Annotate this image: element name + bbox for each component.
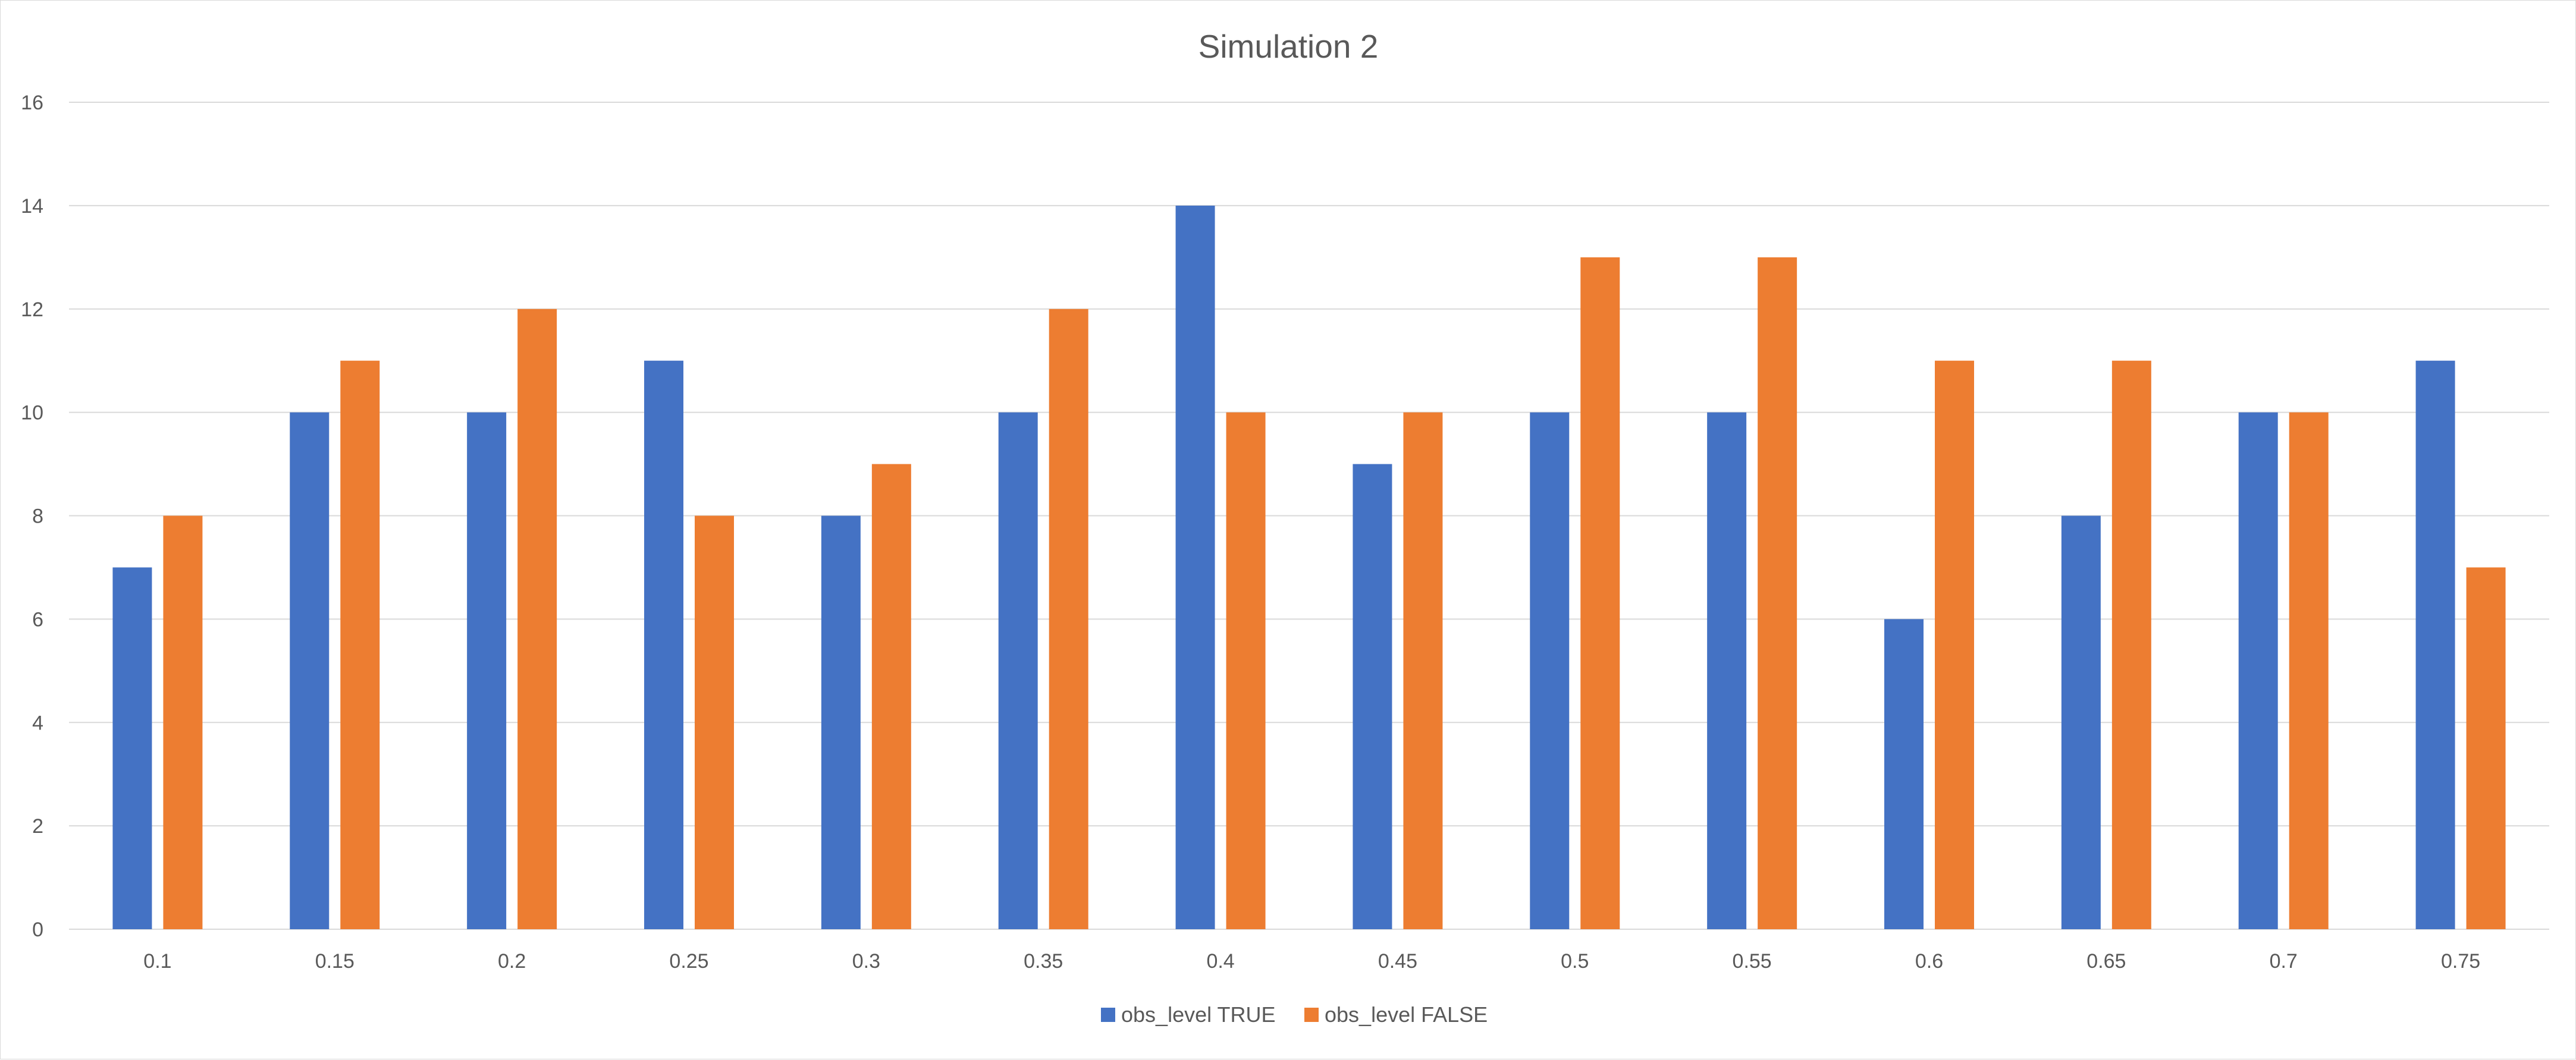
bar-series-1 bbox=[2415, 360, 2455, 929]
bar-series-1 bbox=[998, 412, 1038, 929]
x-tick-label: 0.7 bbox=[2270, 950, 2298, 973]
bar-series-1 bbox=[1530, 412, 1570, 929]
bar-series-1 bbox=[1353, 464, 1392, 929]
bar-series-2 bbox=[1580, 257, 1620, 929]
bar-series-2 bbox=[163, 515, 203, 929]
bar-series-2 bbox=[871, 464, 911, 929]
x-tick-label: 0.65 bbox=[2086, 950, 2126, 973]
bar-series-1 bbox=[2238, 412, 2278, 929]
y-tick-label: 6 bbox=[32, 608, 43, 631]
bar-series-2 bbox=[1758, 257, 1797, 929]
bar-series-1 bbox=[2061, 515, 2101, 929]
x-tick-label: 0.45 bbox=[1378, 950, 1417, 973]
bar-series-2 bbox=[2289, 412, 2329, 929]
legend-label: obs_level TRUE bbox=[1121, 1002, 1275, 1027]
y-tick-label: 2 bbox=[32, 815, 43, 838]
bar-series-2 bbox=[1935, 360, 1974, 929]
x-tick-label: 0.35 bbox=[1024, 950, 1063, 973]
y-tick-label: 14 bbox=[21, 195, 43, 218]
y-tick-label: 10 bbox=[21, 402, 43, 424]
bar-series-1 bbox=[1707, 412, 1747, 929]
bar-series-2 bbox=[1049, 309, 1088, 929]
legend: obs_level TRUE obs_level FALSE bbox=[1101, 1002, 1488, 1027]
x-tick-label: 0.25 bbox=[669, 950, 708, 973]
bar-series-1 bbox=[1884, 619, 1924, 929]
bar-series-1 bbox=[821, 515, 861, 929]
y-axis-tick-labels: 0 2 4 6 8 10 12 14 16 bbox=[21, 92, 43, 941]
x-tick-label: 0.15 bbox=[315, 950, 354, 973]
x-tick-label: 0.4 bbox=[1206, 950, 1234, 973]
y-tick-label: 4 bbox=[32, 712, 43, 734]
x-axis-tick-labels: 0.1 0.15 0.2 0.25 0.3 0.35 0.4 0.45 0.5 0.55 0.6 0.… bbox=[143, 950, 2480, 973]
bar-series-2 bbox=[2111, 360, 2151, 929]
x-tick-label: 0.1 bbox=[143, 950, 171, 973]
bar-series-2 bbox=[517, 309, 557, 929]
chart-title: Simulation 2 bbox=[1198, 28, 1379, 65]
x-tick-label: 0.75 bbox=[2441, 950, 2480, 973]
y-tick-label: 12 bbox=[21, 298, 43, 321]
bar-series-1 bbox=[467, 412, 507, 929]
bar-series-1 bbox=[290, 412, 330, 929]
x-tick-label: 0.3 bbox=[852, 950, 880, 973]
x-tick-label: 0.55 bbox=[1733, 950, 1772, 973]
bar-series-2 bbox=[340, 360, 380, 929]
y-tick-label: 8 bbox=[32, 505, 43, 528]
bars bbox=[112, 205, 2506, 929]
bar-series-2 bbox=[1403, 412, 1443, 929]
bar-series-2 bbox=[2466, 567, 2506, 929]
bar-series-1 bbox=[1175, 205, 1215, 929]
gridlines bbox=[69, 102, 2549, 930]
bar-series-2 bbox=[695, 515, 734, 929]
y-tick-label: 16 bbox=[21, 92, 43, 114]
x-tick-label: 0.5 bbox=[1561, 950, 1589, 973]
bar-series-1 bbox=[112, 567, 152, 929]
legend-label: obs_level FALSE bbox=[1325, 1002, 1488, 1027]
bar-series-2 bbox=[1226, 412, 1266, 929]
legend-swatch bbox=[1101, 1008, 1115, 1022]
legend-swatch bbox=[1304, 1008, 1319, 1022]
y-tick-label: 0 bbox=[32, 919, 43, 941]
x-tick-label: 0.2 bbox=[498, 950, 526, 973]
x-tick-label: 0.6 bbox=[1915, 950, 1943, 973]
bar-series-1 bbox=[644, 360, 683, 929]
